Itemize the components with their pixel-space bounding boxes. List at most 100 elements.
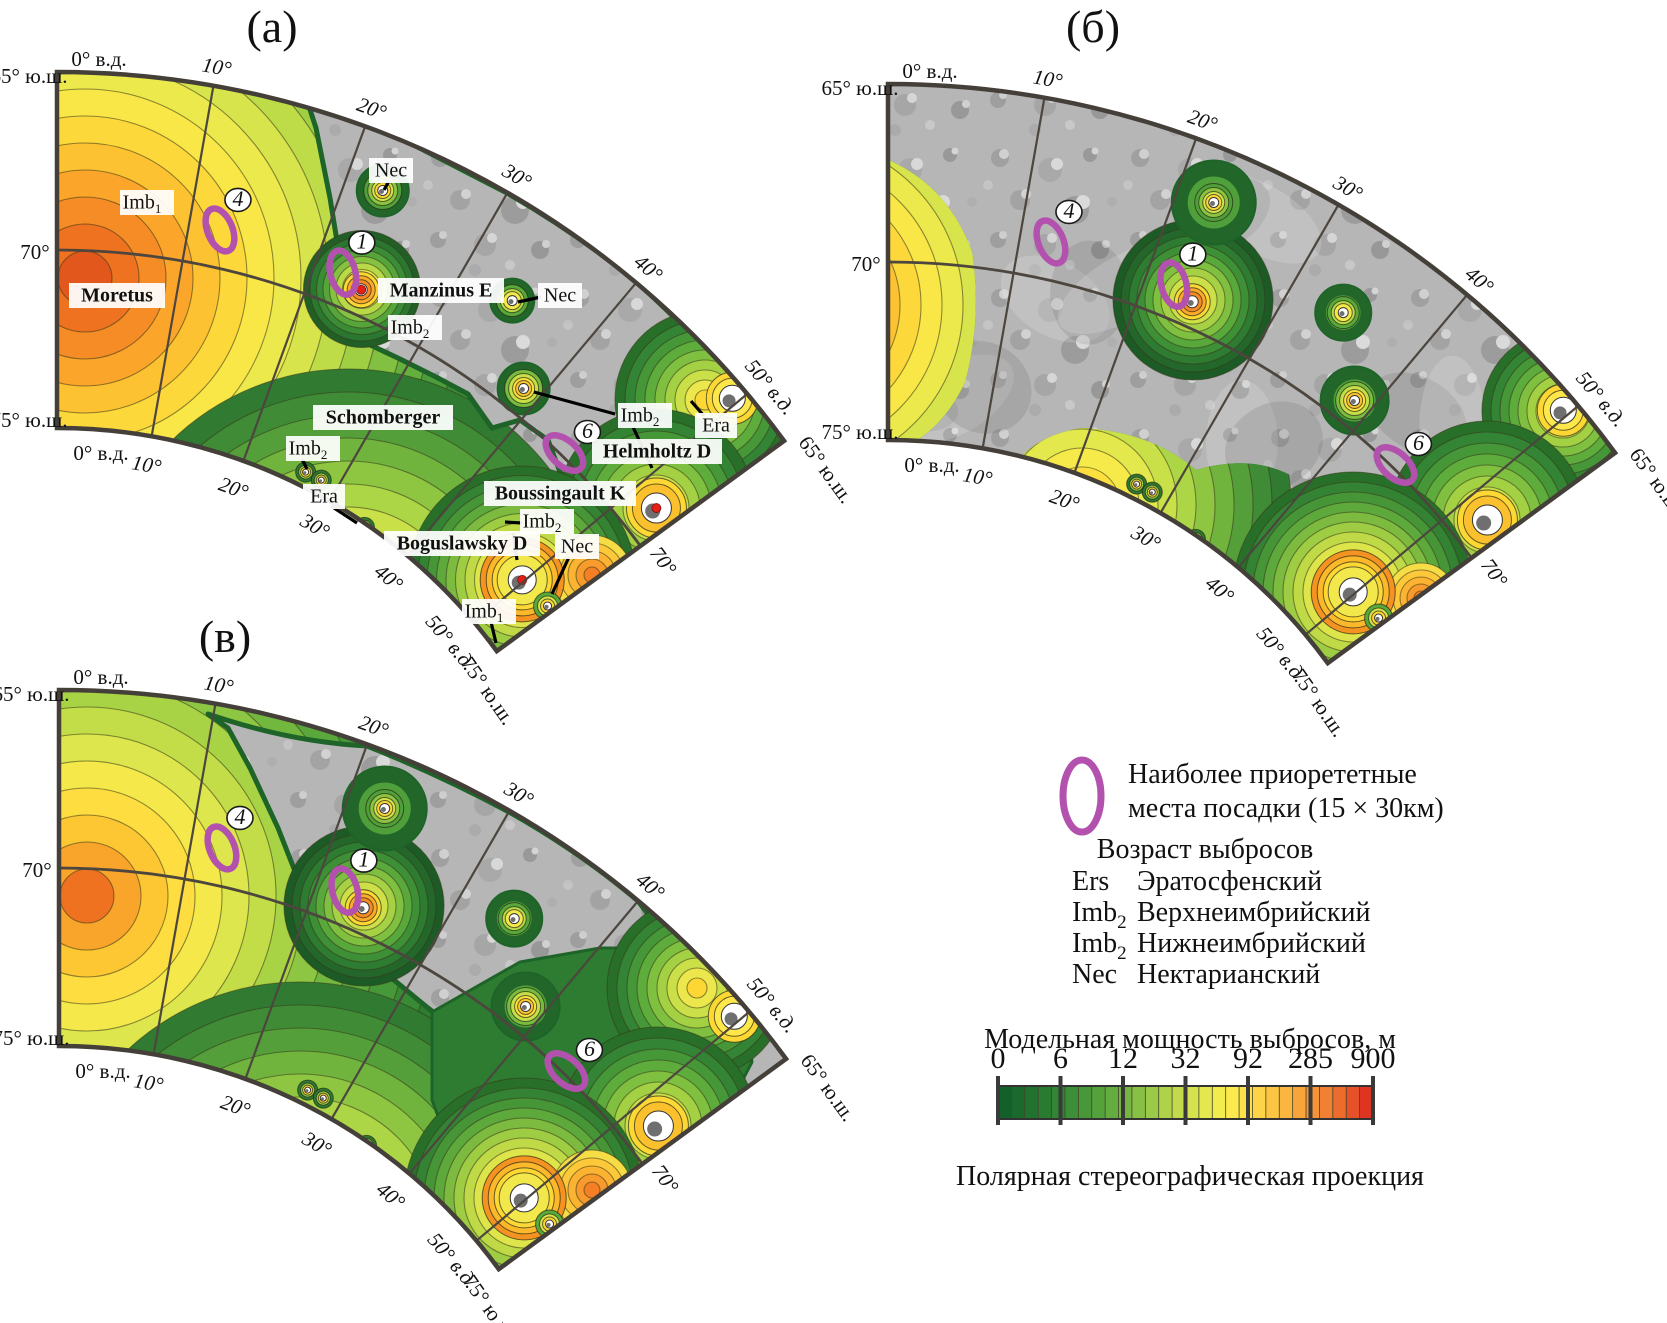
graticule-label: 40° [370, 559, 408, 597]
svg-text:Schomberger: Schomberger [326, 407, 441, 429]
panel-title-v: (в) [199, 611, 251, 662]
landing-site-ellipse [326, 247, 360, 298]
site-number: 6 [584, 1036, 595, 1061]
svg-text:Boussingault K: Boussingault K [495, 483, 626, 505]
panel-title-b: (б) [1066, 1, 1120, 52]
legend-age-key: Nec [1072, 959, 1117, 990]
graticule-label: 0° в.д. [71, 47, 126, 71]
map-label-imb2: Imb2 [388, 315, 442, 341]
graticule-label: 75° ю.ш. [821, 420, 898, 444]
crater-labels: Imb1 Moretus Nec Manzinus E Imb2 Nec Imb2 Era He… [69, 158, 737, 644]
legend-landing-ellipse-icon [1059, 756, 1105, 836]
svg-text:Era: Era [702, 415, 730, 437]
site-number-circle [573, 419, 602, 445]
legend-age-value: Нектарианский [1137, 959, 1320, 990]
svg-text:Helmholtz D: Helmholtz D [603, 441, 711, 463]
graticule-label: 75° ю.ш. [456, 652, 520, 729]
svg-text:Nec: Nec [375, 160, 407, 182]
colorbar-tick: 32 [1171, 1042, 1201, 1075]
graticule-label: 0° в.д. [75, 1059, 130, 1083]
landing-site-6-a: 6 [542, 418, 602, 474]
graticule-label: 75° ю.ш. [1287, 664, 1351, 741]
legend-age-value: Нижнеимбрийский [1137, 928, 1366, 959]
graticule-label: 40° [372, 1177, 410, 1215]
svg-text:Imb2: Imb2 [621, 405, 660, 429]
graticule-label: 20° [354, 92, 390, 125]
site-number-circle [575, 1037, 604, 1063]
map-boundary [885, 81, 1619, 667]
map-label-boussingault-k: Boussingault K [484, 481, 636, 506]
graticule-label: 40° [1201, 571, 1239, 609]
site-number-circle [1055, 199, 1083, 225]
graticule-label: 75° ю.ш. [0, 1026, 70, 1050]
graticule-label: 10° [132, 1068, 166, 1097]
site-number-circle [350, 848, 378, 873]
graticule-label: 0° в.д. [904, 453, 959, 477]
graticule-label: 20° [218, 1090, 254, 1123]
map-label-helmholtz-d: Helmholtz D [592, 439, 722, 464]
map-label-era: Era [303, 484, 345, 509]
graticule-grid [888, 97, 1579, 636]
graticule-label: 30° [1126, 520, 1165, 556]
graticule-label: 65° ю.ш. [1625, 443, 1667, 519]
map-label-boguslawsky-d: Boguslawsky D [384, 531, 540, 556]
site-number-circle [226, 805, 254, 831]
site-number: 1 [358, 847, 369, 872]
map-label-nec: Nec [555, 534, 599, 559]
graticule-label: 75° ю.ш. [458, 1270, 522, 1323]
colorbar: Модельная мощность выбросов, м0 6 12 32 92 28… [956, 1024, 1424, 1192]
map-label-moretus: Moretus [69, 283, 165, 308]
graticule-label: 70° [22, 858, 51, 882]
site-number: 1 [1187, 241, 1198, 266]
legend-age-header: Возраст выбросов [1097, 834, 1313, 865]
colorbar-tick: 0 [991, 1042, 1006, 1075]
map-label-manzinus-e: Manzinus E [378, 278, 504, 303]
svg-text:Nec: Nec [544, 285, 576, 307]
colorbar-tick: 900 [1351, 1042, 1396, 1075]
colorbar-tick: 285 [1288, 1042, 1333, 1075]
landing-site-ellipse [1373, 444, 1418, 486]
site-number: 1 [356, 229, 367, 254]
graticule-label: 70° [1476, 554, 1513, 592]
site-number: 4 [234, 804, 245, 829]
legend-line1: Наиболее приорететные [1128, 759, 1417, 790]
map-label-era: Era [695, 413, 737, 438]
landing-site-ellipse [544, 1050, 589, 1092]
red-dot-boussingault-k [651, 503, 662, 513]
legend-age-value: Верхнеимбрийский [1137, 897, 1370, 928]
graticule-label: 10° [1031, 64, 1065, 93]
graticule-label: 70° [851, 252, 880, 276]
site-number-circle [1404, 431, 1433, 457]
graticule-label: 10° [130, 450, 164, 479]
landing-site-ellipse [542, 432, 587, 474]
colorbar-caption: Полярная стереографическая проекция [956, 1161, 1424, 1192]
graticule-label: 65° ю.ш. [821, 76, 898, 100]
map-label-schomberger: Schomberger [313, 405, 453, 430]
site-number-circle [1179, 242, 1207, 267]
graticule-label: 10° [200, 52, 234, 81]
graticule-label: 30° [295, 508, 334, 544]
landing-site-ellipse [328, 865, 362, 916]
landing-site-4-a: 4 [202, 186, 252, 255]
site-number: 6 [1413, 430, 1424, 455]
landing-site-ellipse [1033, 217, 1069, 267]
svg-text:Manzinus E: Manzinus E [390, 280, 493, 302]
map-label-nec: Nec [538, 283, 582, 308]
graticule-label: 20° [216, 472, 252, 505]
svg-text:Moretus: Moretus [81, 285, 153, 307]
map-label-imb1: Imb1 [462, 599, 516, 625]
map-label-imb2: Imb2 [286, 436, 340, 462]
landing-site-6-v: 6 [544, 1036, 604, 1092]
legend-age-key: Ers [1072, 866, 1109, 897]
graticule-label: 20° [356, 710, 392, 743]
landing-site-ellipse [204, 823, 240, 873]
graticule-label: 0° в.д. [73, 665, 128, 689]
graticule-label: 20° [1047, 484, 1083, 517]
landing-site-ellipse [1157, 259, 1191, 310]
landing-site-1-a: 1 [326, 229, 376, 298]
landing-site-4-b: 4 [1033, 198, 1083, 267]
legend-age-value: Эратосфенский [1137, 866, 1322, 897]
landing-site-1-b: 1 [1157, 241, 1207, 310]
